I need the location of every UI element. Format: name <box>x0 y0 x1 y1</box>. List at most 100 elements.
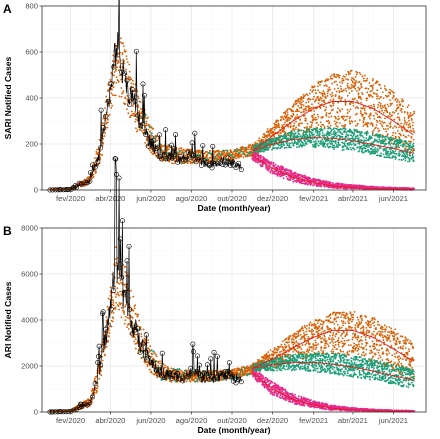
scenario-point-pink <box>282 166 284 169</box>
scenario-point-orange <box>349 116 352 118</box>
scenario-point-green <box>321 129 324 132</box>
scenario-point-orange <box>384 117 386 120</box>
scenario-point-green <box>261 149 264 152</box>
scenario-point-orange <box>269 349 272 351</box>
scenario-point-pink <box>276 168 279 170</box>
scenario-point-orange <box>412 138 415 141</box>
scenario-point-orange <box>406 121 408 124</box>
scenario-point-green <box>293 140 296 143</box>
scenario-point-orange <box>387 128 390 130</box>
scenario-point-orange <box>372 129 375 132</box>
scenario-point-orange <box>371 86 374 89</box>
scenario-point-orange <box>320 97 323 100</box>
scenario-point-orange <box>344 99 347 101</box>
fitted-point <box>111 104 114 107</box>
scenario-point-orange <box>348 92 351 94</box>
scenario-point-green <box>360 134 362 137</box>
scenario-point-orange <box>298 107 301 109</box>
scenario-point-orange <box>332 98 335 101</box>
scenario-point-green <box>293 133 296 136</box>
scenario-point-green <box>351 131 354 134</box>
scenario-point-orange <box>360 107 362 109</box>
scenario-point-orange <box>324 79 327 82</box>
scenario-point-orange <box>313 95 315 98</box>
scenario-point-orange <box>274 347 276 350</box>
scenario-point-green <box>354 143 357 146</box>
fitted-point-green <box>230 154 233 157</box>
scenario-point-orange <box>405 123 408 126</box>
scenario-point-green <box>302 144 305 147</box>
scenario-point-orange <box>400 108 403 111</box>
fitted-point <box>177 148 180 151</box>
scenario-point-orange <box>279 345 282 348</box>
fitted-point <box>132 82 135 85</box>
scenario-point-orange <box>326 92 329 95</box>
scenario-point-orange <box>362 77 365 80</box>
scenario-point-orange <box>283 353 286 356</box>
fitted-point-green <box>216 158 219 161</box>
scenario-point-orange <box>319 103 322 106</box>
fitted-point <box>110 92 113 95</box>
scenario-point-orange <box>389 104 392 106</box>
scenario-point-orange <box>277 122 280 125</box>
scenario-point-orange <box>403 111 406 114</box>
scenario-point-orange <box>332 104 335 107</box>
scenario-point-orange <box>379 96 382 99</box>
scenario-point-orange <box>311 103 313 106</box>
scenario-point-green <box>371 134 374 137</box>
scenario-point-green <box>366 139 369 141</box>
scenario-point-orange <box>398 146 400 149</box>
x-tick-label: abr/2020 <box>95 194 125 203</box>
scenario-point-orange <box>331 82 333 85</box>
fitted-point <box>123 102 125 105</box>
fitted-point <box>248 146 251 149</box>
scenario-point-green <box>300 139 302 141</box>
scenario-point-green <box>330 140 333 143</box>
scenario-point-green <box>306 130 309 133</box>
scenario-point-orange <box>280 126 283 129</box>
scenario-point-green <box>376 140 379 143</box>
scenario-point-green <box>268 146 271 148</box>
scenario-point-orange <box>289 125 292 127</box>
fitted-point <box>92 176 95 178</box>
scenario-point-orange <box>355 80 358 82</box>
scenario-point-orange <box>358 119 361 121</box>
scenario-point-green <box>308 128 311 131</box>
scenario-point-orange <box>299 102 301 105</box>
scenario-point-orange <box>353 97 356 100</box>
scenario-point-green <box>296 146 298 149</box>
scenario-point-orange <box>321 99 323 102</box>
scenario-point-orange <box>295 120 297 123</box>
scenario-point-orange <box>391 97 394 100</box>
scenario-point-green <box>390 136 392 139</box>
scenario-point-green <box>410 148 412 151</box>
scenario-point-orange <box>333 73 336 76</box>
scenario-point-orange <box>303 111 305 114</box>
scenario-point-green <box>317 144 320 147</box>
scenario-point-orange <box>325 112 328 114</box>
scenario-point-pink <box>307 183 309 186</box>
scenario-point-orange <box>357 81 360 84</box>
scenario-point-green <box>387 150 389 153</box>
scenario-point-orange <box>280 118 283 121</box>
scenario-point-orange <box>357 92 360 94</box>
scenario-point-green <box>349 143 352 145</box>
scenario-point-orange <box>337 101 340 104</box>
scenario-point-orange <box>376 89 379 92</box>
scenario-point-green <box>312 129 314 132</box>
scenario-point-green <box>339 131 342 134</box>
fitted-point-green <box>244 146 247 149</box>
scenario-point-orange <box>376 81 379 83</box>
scenario-point-green <box>400 158 403 161</box>
scenario-point-orange <box>362 113 364 116</box>
scenario-point-green <box>409 144 412 147</box>
scenario-point-orange <box>266 134 269 137</box>
scenario-point-green <box>377 154 379 157</box>
scenario-point-green <box>358 150 361 152</box>
scenario-point-green <box>293 135 296 138</box>
scenario-point-orange <box>403 116 406 119</box>
scenario-point-orange <box>351 120 354 123</box>
scenario-point-orange <box>284 121 286 124</box>
scenario-point-green <box>297 130 300 133</box>
scenario-point-orange <box>308 92 311 95</box>
